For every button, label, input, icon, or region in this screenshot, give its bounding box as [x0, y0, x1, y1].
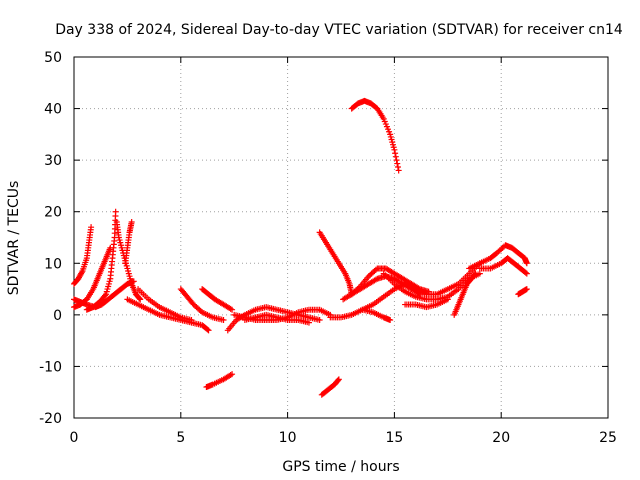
- data-point: [392, 150, 399, 157]
- y-tick-label: -20: [39, 411, 62, 427]
- x-tick-label: 5: [176, 430, 185, 446]
- data-point: [128, 219, 135, 226]
- data-point: [394, 164, 401, 171]
- series-arc-9: [177, 286, 227, 324]
- axis-ticks: [73, 56, 609, 419]
- data-point: [523, 270, 530, 277]
- y-tick-label: 10: [44, 256, 62, 272]
- data-point: [205, 327, 212, 334]
- data-point: [391, 146, 398, 153]
- data-point: [229, 371, 236, 378]
- x-tick-label: 0: [70, 430, 79, 446]
- series-arc-21: [359, 260, 483, 313]
- data-point: [335, 376, 342, 383]
- data-point: [78, 269, 85, 276]
- series-arc-26: [476, 255, 530, 277]
- y-axis-label: SDTVAR / TECUs: [6, 181, 22, 296]
- plot-frame: [73, 56, 609, 419]
- data-point: [229, 306, 236, 313]
- series-arc-10: [199, 286, 236, 313]
- x-tick-label: 15: [385, 430, 403, 446]
- series-arc-24: [451, 270, 479, 318]
- data-point: [220, 317, 227, 324]
- data-point: [394, 160, 401, 167]
- data-point: [472, 270, 479, 277]
- data-point: [395, 167, 402, 174]
- x-tick-label: 10: [279, 430, 297, 446]
- x-tick-label: 20: [492, 430, 510, 446]
- y-tick-label: 20: [44, 205, 62, 221]
- data-point: [316, 317, 323, 324]
- x-tick-label: 25: [599, 430, 617, 446]
- data-point: [523, 286, 530, 293]
- series-arc-8: [135, 286, 195, 324]
- series-arc-3: [71, 244, 114, 311]
- data-point: [101, 292, 108, 299]
- series-arc-4: [83, 208, 119, 313]
- data-point: [204, 326, 211, 333]
- data-point: [523, 260, 530, 267]
- x-tick-labels: 0 5 10 15 20 25: [70, 430, 617, 446]
- series-arc-14: [241, 311, 312, 326]
- grid: [73, 56, 609, 419]
- y-tick-label: 0: [53, 308, 62, 324]
- data-series: [71, 97, 530, 398]
- data-point: [112, 208, 119, 215]
- data-point: [471, 271, 478, 278]
- data-point: [392, 153, 399, 160]
- data-point: [137, 296, 144, 303]
- series-arc-1: [71, 224, 95, 287]
- series-arc-18: [348, 97, 402, 174]
- series-arc-7: [124, 296, 212, 334]
- data-point: [136, 295, 143, 302]
- data-point: [335, 377, 342, 384]
- series-arc-11: [203, 371, 236, 391]
- data-point: [393, 157, 400, 164]
- y-tick-label: 40: [44, 102, 62, 118]
- chart-title: Day 338 of 2024, Sidereal Day-to-day VTE…: [55, 22, 623, 38]
- y-tick-label: 30: [44, 153, 62, 169]
- data-point: [522, 269, 529, 276]
- y-tick-label: 50: [44, 50, 62, 66]
- series-arc-16: [318, 376, 342, 398]
- data-point: [387, 317, 394, 324]
- x-axis-label: GPS time / hours: [282, 459, 399, 475]
- series-arc-25: [466, 242, 530, 272]
- data-point: [305, 319, 312, 326]
- series-arc-17: [327, 306, 394, 324]
- series-arc-6: [122, 219, 135, 267]
- series-arc-23: [402, 296, 451, 311]
- data-point: [188, 317, 195, 324]
- data-point: [444, 296, 451, 303]
- series-arc-27: [515, 286, 530, 298]
- y-tick-label: -10: [39, 359, 62, 375]
- y-tick-labels: 50 40 30 20 10 0 -10 -20: [39, 50, 62, 427]
- data-point: [88, 224, 95, 231]
